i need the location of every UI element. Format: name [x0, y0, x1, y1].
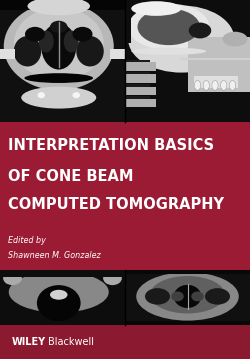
Ellipse shape: [64, 31, 79, 52]
Bar: [0, 122, 250, 270]
Ellipse shape: [131, 48, 206, 55]
Ellipse shape: [128, 4, 210, 50]
Ellipse shape: [128, 5, 234, 73]
Ellipse shape: [50, 21, 68, 33]
Ellipse shape: [72, 27, 92, 42]
Bar: [0, 0, 125, 10]
Bar: [125, 321, 250, 325]
Bar: [125, 74, 156, 83]
Ellipse shape: [39, 31, 54, 52]
Bar: [0, 270, 125, 276]
Ellipse shape: [194, 80, 200, 90]
Text: Shawneen M. Gonzalez: Shawneen M. Gonzalez: [8, 251, 101, 260]
Ellipse shape: [9, 271, 109, 313]
Text: INTERPRETATION BASICS: INTERPRETATION BASICS: [8, 138, 214, 153]
Bar: [188, 37, 250, 92]
Text: Blackwell: Blackwell: [48, 337, 94, 347]
Ellipse shape: [25, 27, 45, 42]
Ellipse shape: [3, 271, 22, 285]
Ellipse shape: [171, 292, 184, 301]
Ellipse shape: [138, 9, 200, 45]
Ellipse shape: [50, 290, 68, 300]
Ellipse shape: [4, 3, 114, 90]
Bar: [125, 62, 156, 71]
Ellipse shape: [72, 92, 80, 98]
Ellipse shape: [222, 32, 248, 46]
Ellipse shape: [174, 285, 201, 308]
Text: Edited by: Edited by: [8, 236, 46, 245]
Bar: [194, 76, 238, 88]
Bar: [0, 325, 250, 359]
Ellipse shape: [212, 80, 218, 90]
Ellipse shape: [230, 80, 235, 90]
Text: WILEY: WILEY: [12, 337, 46, 347]
Bar: [125, 99, 156, 107]
Ellipse shape: [145, 288, 170, 305]
Bar: [125, 0, 250, 122]
Ellipse shape: [76, 36, 104, 66]
Text: OF CONE BEAM: OF CONE BEAM: [8, 169, 134, 184]
Ellipse shape: [131, 1, 181, 16]
Ellipse shape: [41, 23, 76, 70]
Bar: [125, 270, 250, 325]
Ellipse shape: [28, 0, 90, 15]
Ellipse shape: [221, 80, 227, 90]
Ellipse shape: [24, 73, 93, 83]
Bar: [125, 0, 131, 43]
Ellipse shape: [191, 292, 204, 301]
Bar: [125, 84, 150, 87]
Bar: [125, 87, 156, 95]
Ellipse shape: [38, 92, 45, 98]
Bar: [110, 49, 125, 59]
Ellipse shape: [39, 287, 79, 321]
Bar: [0, 49, 15, 59]
Bar: [0, 0, 125, 122]
Ellipse shape: [103, 271, 122, 285]
Text: COMPUTED TOMOGRAPHY: COMPUTED TOMOGRAPHY: [8, 197, 224, 213]
Ellipse shape: [37, 285, 80, 321]
Ellipse shape: [203, 80, 209, 90]
Bar: [125, 72, 150, 74]
Bar: [125, 270, 250, 274]
Ellipse shape: [14, 7, 104, 80]
Ellipse shape: [205, 288, 230, 305]
Ellipse shape: [136, 272, 239, 321]
Ellipse shape: [189, 23, 211, 38]
Bar: [125, 60, 150, 62]
Ellipse shape: [150, 276, 225, 313]
Ellipse shape: [14, 36, 41, 66]
Ellipse shape: [21, 87, 96, 108]
Bar: [0, 270, 125, 325]
Bar: [125, 96, 150, 99]
